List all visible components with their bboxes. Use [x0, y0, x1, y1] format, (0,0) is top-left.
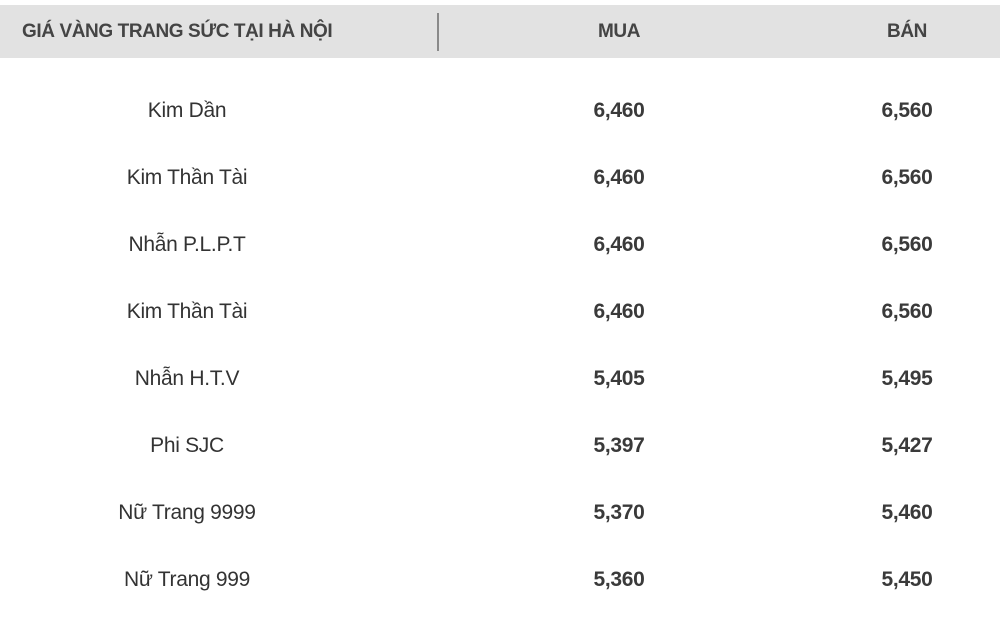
header-divider: [437, 13, 439, 51]
sell-price: 5,460: [881, 501, 933, 524]
header-title: GIÁ VÀNG TRANG SỨC TẠI HÀ NỘI: [22, 21, 333, 42]
item-name: Kim Thần Tài: [126, 166, 248, 189]
table-row: Kim Dần 6,460 6,560: [0, 91, 1000, 131]
table-header: GIÁ VÀNG TRANG SỨC TẠI HÀ NỘI MUA BÁN: [0, 5, 1000, 58]
table-row: Kim Thần Tài 6,460 6,560: [0, 292, 1000, 332]
table-row: Nhẫn H.T.V 5,405 5,495: [0, 359, 1000, 399]
sell-price: 6,560: [881, 300, 933, 323]
item-name: Kim Dần: [147, 99, 227, 122]
header-sell: BÁN: [887, 21, 927, 42]
table-row: Nữ Trang 999 5,360 5,450: [0, 560, 1000, 600]
buy-price: 5,360: [593, 568, 645, 591]
item-name: Phi SJC: [150, 434, 224, 457]
item-name: Nhẫn P.L.P.T: [128, 233, 246, 256]
header-buy: MUA: [597, 21, 641, 42]
buy-price: 5,405: [593, 367, 645, 390]
sell-price: 6,560: [881, 99, 933, 122]
buy-price: 6,460: [593, 300, 645, 323]
sell-price: 5,450: [881, 568, 933, 591]
buy-price: 6,460: [593, 233, 645, 256]
table-row: Phi SJC 5,397 5,427: [0, 426, 1000, 466]
table-row: Nữ Trang 9999 5,370 5,460: [0, 493, 1000, 533]
item-name: Nữ Trang 9999: [118, 501, 256, 524]
buy-price: 5,397: [593, 434, 645, 457]
sell-price: 5,427: [881, 434, 933, 457]
sell-price: 5,495: [881, 367, 933, 390]
item-name: Nữ Trang 999: [123, 568, 251, 591]
buy-price: 6,460: [593, 99, 645, 122]
table-row: Kim Thần Tài 6,460 6,560: [0, 158, 1000, 198]
item-name: Kim Thần Tài: [126, 300, 248, 323]
sell-price: 6,560: [881, 166, 933, 189]
buy-price: 5,370: [593, 501, 645, 524]
table-row: Nhẫn P.L.P.T 6,460 6,560: [0, 225, 1000, 265]
sell-price: 6,560: [881, 233, 933, 256]
item-name: Nhẫn H.T.V: [134, 367, 240, 390]
buy-price: 6,460: [593, 166, 645, 189]
